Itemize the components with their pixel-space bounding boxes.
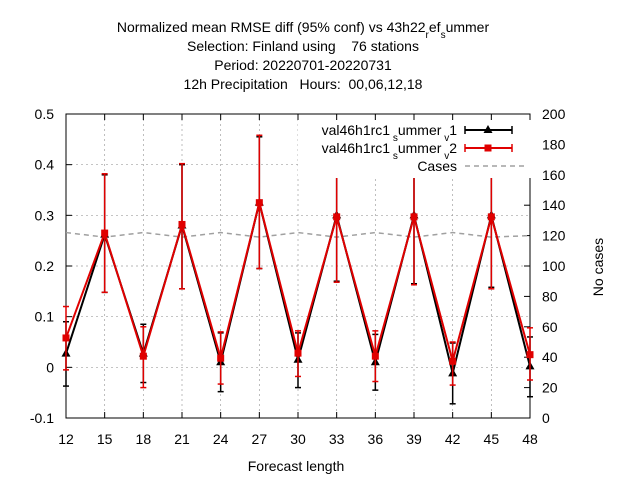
point-v2 — [371, 352, 379, 360]
series-line-cases — [65, 231, 531, 238]
x-tick-label: 33 — [329, 431, 345, 447]
y2-tick-label: 20 — [542, 380, 558, 396]
y-tick-label: 0.2 — [35, 258, 55, 274]
point-v2 — [449, 357, 457, 365]
x-tick-label: 42 — [445, 431, 461, 447]
title-line-3: Period: 20220701-20220731 — [214, 57, 392, 73]
y-tick-label: 0 — [46, 359, 54, 375]
point-v2 — [255, 199, 263, 207]
x-tick-label: 45 — [484, 431, 500, 447]
legend: val46h1rc1 summer v1 val46h1rc1 summer v… — [298, 120, 532, 178]
point-v2 — [217, 354, 225, 362]
y2-tick-label: 160 — [542, 167, 566, 183]
chart-title: Normalized mean RMSE diff (95% conf) vs … — [117, 19, 490, 92]
y-tick-label: -0.1 — [30, 410, 54, 426]
series — [61, 134, 535, 405]
legend-label-cases: Cases — [417, 158, 457, 174]
y2-tick-label: 120 — [542, 228, 566, 244]
x-tick-label: 21 — [174, 431, 190, 447]
x-tick-label: 30 — [290, 431, 306, 447]
legend-marker-v1 — [483, 125, 493, 133]
y2-tick-label: 40 — [542, 349, 558, 365]
y2-tick-label: 140 — [542, 197, 566, 213]
point-v2 — [62, 334, 70, 342]
y-tick-label: 0.3 — [35, 207, 55, 223]
y-tick-label: 0.4 — [35, 157, 55, 173]
point-v2 — [139, 352, 147, 360]
x-tick-label: 48 — [522, 431, 538, 447]
x-tick-label: 15 — [97, 431, 113, 447]
x-tick-label: 27 — [252, 431, 268, 447]
title-line-4: 12h Precipitation Hours: 00,06,12,18 — [184, 76, 423, 92]
y-tick-label: 0.1 — [35, 309, 55, 325]
x-tick-label: 12 — [58, 431, 74, 447]
point-v2 — [526, 351, 534, 359]
y-tick-label: 0.5 — [35, 106, 55, 122]
x-tick-label: 39 — [406, 431, 422, 447]
y2-tick-label: 0 — [542, 410, 550, 426]
point-v2 — [333, 213, 341, 221]
point-v2 — [410, 213, 418, 221]
point-v2 — [101, 229, 109, 237]
point-v2 — [294, 349, 302, 357]
x-tick-label: 24 — [213, 431, 229, 447]
y2-tick-label: 100 — [542, 258, 566, 274]
x-tick-label: 36 — [368, 431, 384, 447]
y2-tick-label: 80 — [542, 288, 558, 304]
y2-tick-label: 180 — [542, 136, 566, 152]
point-v2 — [487, 213, 495, 221]
y2-tick-label: 200 — [542, 106, 566, 122]
legend-marker-v2 — [484, 144, 492, 152]
x-axis-label: Forecast length — [248, 458, 345, 474]
y2-tick-label: 60 — [542, 319, 558, 335]
x-tick-label: 18 — [136, 431, 152, 447]
point-v2 — [178, 220, 186, 228]
title-line-2: Selection: Finland using 76 stations — [187, 38, 419, 54]
y2-axis-label: No cases — [590, 238, 606, 296]
axes: 12 15 18 21 24 27 30 33 36 39 42 45 48 -0.1 0 0.1 0.2 0.3… — [30, 106, 566, 447]
